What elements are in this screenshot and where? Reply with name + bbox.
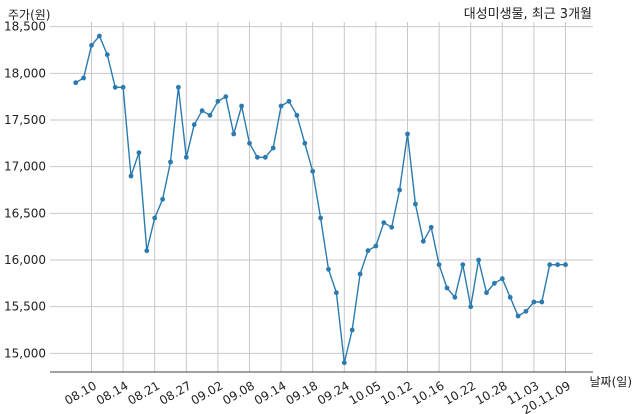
data-point	[207, 112, 213, 118]
data-point	[326, 266, 331, 272]
data-point	[231, 131, 237, 137]
data-point	[120, 84, 126, 90]
data-point	[373, 243, 379, 249]
data-point	[73, 80, 79, 86]
data-point	[97, 33, 102, 39]
data-point	[444, 285, 450, 291]
x-tick-label: 08.21	[125, 378, 162, 407]
data-point	[420, 238, 426, 244]
data-point	[413, 201, 418, 207]
x-tick-label: 09.14	[252, 378, 289, 407]
data-point	[507, 294, 513, 300]
x-tick-label: 09.02	[189, 378, 226, 407]
data-point	[476, 257, 481, 263]
data-point	[199, 108, 205, 114]
y-axis-label: 주가(원)	[8, 8, 50, 22]
data-point	[247, 140, 252, 146]
x-tick-label: 10.28	[473, 378, 510, 407]
x-tick-label: 08.14	[94, 378, 131, 407]
y-tick-label: 17,000	[4, 160, 46, 174]
series-layer	[73, 33, 568, 366]
y-tick-label: 15,000	[4, 346, 46, 360]
data-point	[262, 154, 268, 160]
data-point	[357, 271, 363, 277]
data-point	[318, 215, 323, 221]
data-point	[255, 154, 260, 160]
data-point	[160, 196, 166, 202]
x-tick-label: 10.12	[378, 378, 415, 407]
data-point	[144, 248, 150, 254]
axis-layer: 15,000 15,500 16,000 16,500 17,000 17,500 18,0…	[4, 20, 593, 414]
data-point	[531, 299, 537, 305]
data-point	[136, 150, 142, 156]
x-tick-label: 10.05	[347, 378, 384, 407]
data-point	[365, 248, 371, 254]
data-point	[349, 327, 355, 333]
data-point	[341, 360, 347, 366]
y-tick-label: 17,500	[4, 113, 46, 127]
data-point	[428, 224, 434, 230]
data-point	[468, 304, 474, 310]
y-tick-label: 15,500	[4, 300, 46, 314]
data-point	[563, 262, 568, 268]
data-point	[397, 187, 402, 193]
data-point	[302, 140, 308, 146]
data-point	[286, 98, 292, 104]
data-point	[128, 173, 134, 179]
data-point	[460, 262, 466, 268]
data-point	[168, 159, 173, 165]
data-point	[523, 308, 529, 314]
data-point	[555, 262, 560, 268]
x-tick-label: 08.27	[157, 378, 194, 407]
data-point	[278, 103, 284, 109]
y-tick-label: 16,500	[4, 206, 46, 220]
data-point	[381, 220, 387, 226]
data-point	[539, 299, 545, 305]
data-point	[81, 75, 86, 81]
x-tick-label: 10.16	[410, 378, 447, 407]
data-point	[239, 103, 245, 109]
data-point	[484, 290, 489, 296]
y-tick-label: 18,000	[4, 66, 46, 80]
data-point	[492, 280, 497, 286]
data-point	[547, 262, 553, 268]
data-point	[89, 42, 94, 48]
data-point	[112, 84, 118, 90]
chart-title: 대성미생물, 최근 3개월	[464, 7, 592, 22]
data-point	[389, 224, 395, 230]
x-tick-label: 09.24	[315, 378, 352, 407]
y-tick-label: 18,500	[4, 20, 46, 34]
x-tick-label: 09.08	[220, 378, 257, 407]
price-line	[75, 34, 566, 363]
data-point	[191, 122, 197, 128]
data-point	[223, 94, 229, 100]
data-point	[215, 98, 221, 104]
data-point	[270, 145, 276, 151]
x-axis-label: 날짜(일)	[590, 375, 632, 389]
x-tick-label: 09.18	[283, 378, 320, 407]
data-point	[499, 276, 505, 282]
data-point	[405, 131, 410, 137]
grid-layer	[50, 22, 593, 372]
data-point	[334, 290, 339, 296]
data-point	[176, 84, 181, 90]
data-point	[310, 168, 316, 174]
x-tick-label: 10.22	[441, 378, 478, 407]
data-point	[515, 313, 521, 319]
data-point	[294, 112, 300, 118]
y-tick-label: 16,000	[4, 253, 46, 267]
data-point	[152, 215, 158, 221]
x-tick-label: 08.10	[62, 378, 99, 407]
data-point	[183, 154, 189, 160]
data-point	[436, 262, 442, 268]
data-point	[452, 294, 458, 300]
data-point	[104, 52, 110, 58]
